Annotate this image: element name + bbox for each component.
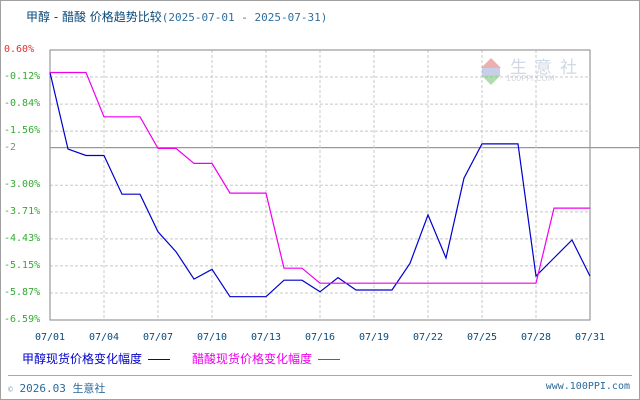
x-tick-label: 07/16: [304, 332, 336, 343]
x-tick-label: 07/01: [34, 332, 66, 343]
x-tick-label: 07/07: [142, 332, 174, 343]
y-tick-label: -4.43%: [4, 232, 41, 244]
footer-year: 2026.03: [19, 382, 66, 395]
legend-item-acetic-acid: 醋酸现货价格变化幅度: [192, 350, 341, 367]
y-tick-label: -2: [4, 141, 17, 153]
footer-brand: 生意社: [72, 382, 106, 395]
chart-title-range: (2025-07-01 - 2025-07-31): [161, 11, 328, 24]
legend-label-acetic-acid: 醋酸现货价格变化幅度: [192, 352, 313, 366]
footer-copyright: © 2026.03 生意社: [8, 380, 105, 396]
y-tick-label: -3.00%: [4, 179, 41, 191]
legend: 甲醇现货价格变化幅度 醋酸现货价格变化幅度: [22, 350, 341, 367]
chart-title-main: 甲醇 - 醋酸 价格趋势比较: [26, 10, 162, 24]
y-tick-label: -5.87%: [4, 286, 41, 298]
y-tick-label: -0.12%: [4, 71, 41, 83]
legend-item-methanol: 甲醇现货价格变化幅度: [22, 350, 171, 367]
grid-lines: [50, 50, 640, 320]
legend-label-methanol: 甲醇现货价格变化幅度: [22, 352, 143, 366]
y-tick-label: 0.60%: [4, 44, 35, 55]
acetic-acid-series-line: [50, 71, 590, 284]
x-tick-label: 07/22: [412, 332, 444, 343]
footer-site-link[interactable]: www.100PPI.com: [545, 381, 630, 392]
x-tick-label: 07/31: [574, 332, 606, 343]
legend-swatch-methanol: [148, 359, 171, 360]
ppi-logo-icon: [481, 58, 501, 85]
x-tick-label: 07/04: [88, 332, 120, 343]
y-tick-label: -1.56%: [4, 125, 41, 137]
plot-frame: [49, 49, 591, 321]
x-tick-label: 07/10: [196, 332, 228, 343]
x-tick-label: 07/19: [358, 332, 390, 343]
legend-swatch-acetic-acid: [318, 359, 341, 360]
footer-divider: [8, 375, 632, 376]
watermark-brand: 生意社: [510, 58, 585, 78]
methanol-series-line: [49, 72, 591, 298]
watermark-sub: 100PPI.COM: [506, 74, 555, 83]
x-tick-label: 07/28: [520, 332, 552, 343]
y-tick-label: -0.84%: [4, 98, 41, 110]
x-tick-label: 07/13: [250, 332, 282, 343]
y-tick-label: -6.59%: [4, 314, 41, 325]
y-tick-label: -3.71%: [4, 205, 41, 217]
y-tick-label: -5.15%: [4, 259, 41, 271]
chart-title: 甲醇 - 醋酸 价格趋势比较(2025-07-01 - 2025-07-31): [26, 8, 327, 25]
copyright-icon: ©: [8, 385, 13, 394]
x-tick-label: 07/25: [466, 332, 498, 343]
